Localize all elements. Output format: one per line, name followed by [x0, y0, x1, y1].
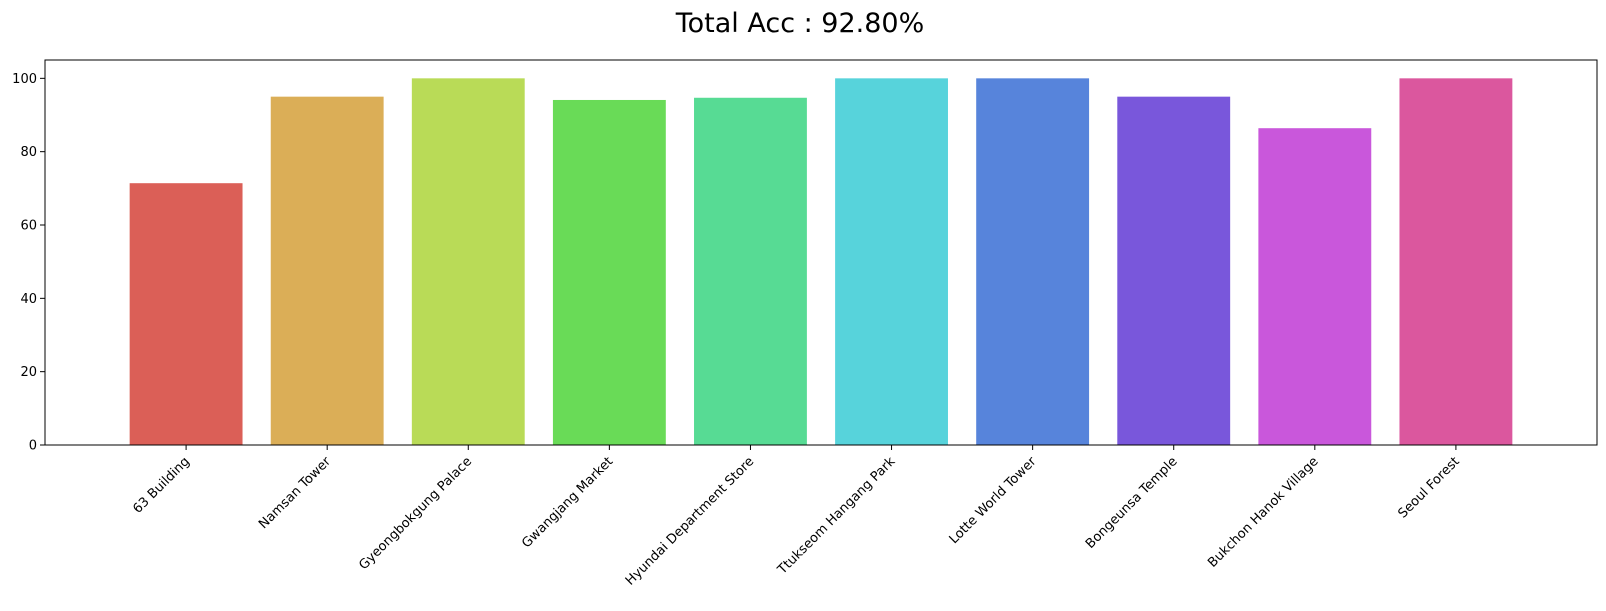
- y-tick-label: 0: [29, 439, 37, 454]
- x-tick-label: Hyundai Department Store: [623, 454, 757, 588]
- bar-63-building: [129, 183, 243, 445]
- x-tick-label: Lotte World Tower: [947, 454, 1040, 547]
- plot-frame: [44, 59, 1598, 446]
- x-tick-label: Gyeongbokgung Palace: [356, 454, 475, 573]
- bar-hyundai-department-store: [694, 97, 807, 446]
- bar-gwangjang-market: [552, 99, 666, 445]
- x-tick-label: Seoul Forest: [1395, 454, 1462, 521]
- y-tick-label: 60: [20, 219, 37, 234]
- bar-namsan-tower: [270, 96, 384, 446]
- bar-bukchon-hanok-village: [1258, 128, 1372, 445]
- y-tick-label: 100: [12, 72, 37, 87]
- x-tick-label: Ttukseom Hangang Park: [774, 454, 898, 578]
- x-tick-label: Namsan Tower: [256, 454, 334, 532]
- bars: [129, 78, 1513, 446]
- bar-seoul-forest: [1399, 78, 1513, 445]
- bar-lotte-world-tower: [976, 78, 1090, 445]
- bar-bongeunsa-temple: [1117, 96, 1231, 446]
- x-tick-label: Bukchon Hanok Village: [1205, 454, 1321, 570]
- y-tick-label: 40: [20, 292, 37, 307]
- chart-title: Total Acc : 92.80%: [675, 8, 925, 39]
- y-tick-label: 20: [20, 365, 37, 380]
- bar-gyeongbokgung-palace: [411, 78, 525, 445]
- x-tick-label: 63 Building: [130, 454, 193, 517]
- x-tick-label: Gwangjang Market: [519, 454, 616, 551]
- x-axis: 63 Building Namsan Tower Gyeongbokgung Pal…: [130, 445, 1463, 589]
- y-tick-label: 80: [20, 145, 37, 160]
- y-axis: 0 20 40 60 80 100: [12, 72, 45, 454]
- bar-ttukseom-hangang-park: [835, 78, 948, 445]
- x-tick-label: Bongeunsa Temple: [1083, 454, 1181, 552]
